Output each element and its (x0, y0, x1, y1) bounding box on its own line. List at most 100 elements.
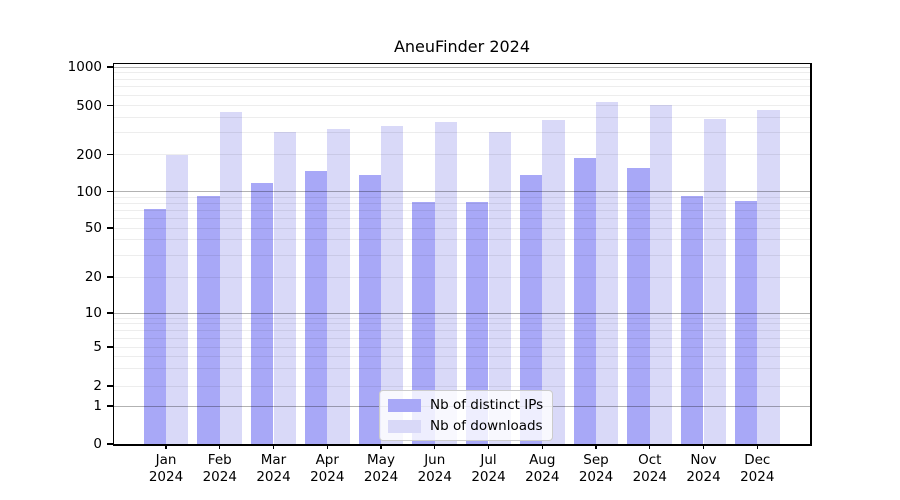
bar-downloads-nov (703, 118, 726, 444)
bar-distinct-ips-nov (681, 195, 704, 444)
minor-gridline (114, 78, 810, 80)
bar-distinct-ips-dec (734, 201, 758, 444)
x-tick-mark (702, 444, 705, 449)
x-tick-mark (595, 444, 597, 449)
bar-downloads-feb (219, 111, 243, 444)
x-tick-label: Nov 2024 (686, 452, 721, 485)
y-tick-label: 20 (84, 269, 102, 285)
x-tick-label: Feb 2024 (202, 452, 237, 485)
plot-spine-left (112, 62, 114, 446)
legend-swatch-downloads (388, 419, 421, 433)
y-tick-mark (106, 276, 113, 278)
x-tick-mark (326, 444, 328, 449)
bar-distinct-ips-jun (412, 201, 435, 444)
x-tick-mark (434, 444, 436, 449)
minor-gridline (114, 337, 810, 339)
x-tick-mark (541, 444, 543, 449)
bar-downloads-aug (542, 120, 565, 444)
x-tick-label: Apr 2024 (310, 452, 345, 485)
bar-distinct-ips-mar (251, 183, 274, 444)
minor-gridline (114, 94, 810, 96)
y-tick-mark (106, 443, 113, 445)
legend-item-downloads: Nb of downloads (388, 418, 543, 434)
minor-gridline (114, 105, 810, 106)
minor-gridline (114, 132, 810, 134)
y-tick-mark (106, 104, 113, 107)
plot-spine-right (810, 62, 812, 444)
x-tick-mark (649, 444, 651, 449)
legend-item-distinct-ips: Nb of distinct IPs (388, 397, 543, 413)
x-tick-label: Sep 2024 (578, 452, 614, 485)
x-tick-label: Jul 2024 (471, 452, 506, 485)
bar-distinct-ips-jan (143, 208, 166, 444)
bar-downloads-jul (488, 132, 511, 444)
bar-distinct-ips-may (358, 174, 381, 444)
plot-spine-top (114, 62, 810, 64)
y-tick-label: 500 (76, 97, 102, 114)
y-tick-label: 0 (93, 436, 102, 452)
chart-title: AneuFinder 2024 (393, 37, 531, 56)
major-gridline (114, 312, 810, 314)
y-tick-label: 10 (84, 305, 102, 321)
x-tick-mark (380, 444, 382, 449)
y-tick-mark (106, 405, 113, 407)
minor-gridline (114, 202, 810, 204)
legend: Nb of distinct IPs Nb of downloads (379, 390, 554, 441)
minor-gridline (114, 346, 810, 348)
minor-gridline (114, 254, 810, 256)
bar-distinct-ips-apr (304, 170, 328, 444)
bar-downloads-oct (649, 104, 673, 444)
bar-distinct-ips-oct (627, 167, 650, 444)
minor-gridline (114, 323, 810, 325)
y-tick-label: 1000 (67, 59, 102, 75)
y-tick-mark (106, 153, 113, 156)
x-tick-mark (165, 444, 167, 449)
y-tick-mark (106, 385, 113, 387)
y-tick-label: 100 (76, 183, 102, 200)
minor-gridline (114, 116, 810, 118)
minor-gridline (114, 217, 810, 219)
bar-downloads-mar (273, 131, 296, 444)
bar-distinct-ips-sep (573, 157, 596, 444)
x-tick-label: Dec 2024 (740, 452, 775, 485)
bar-distinct-ips-jul (466, 201, 489, 444)
x-tick-mark (487, 444, 490, 449)
x-tick-label: Jun 2024 (417, 452, 452, 485)
minor-gridline (114, 368, 810, 370)
x-tick-label: Mar 2024 (256, 452, 291, 485)
minor-gridline (114, 86, 810, 88)
minor-gridline (114, 239, 810, 241)
x-tick-label: Oct 2024 (632, 452, 667, 485)
legend-label-downloads: Nb of downloads (430, 418, 543, 434)
x-tick-label: Aug 2024 (525, 452, 560, 485)
minor-gridline (114, 209, 810, 211)
y-tick-mark (106, 190, 113, 193)
minor-gridline (114, 227, 810, 229)
y-tick-mark (106, 66, 113, 68)
minor-gridline (114, 276, 810, 278)
bar-downloads-dec (757, 110, 780, 444)
y-tick-label: 1 (93, 398, 102, 414)
x-tick-mark (272, 444, 275, 449)
minor-gridline (114, 329, 810, 331)
y-tick-label: 50 (84, 220, 102, 236)
major-gridline (114, 66, 810, 68)
bar-downloads-jan (166, 154, 189, 444)
x-tick-label: May 2024 (363, 452, 399, 485)
x-tick-mark (219, 444, 221, 449)
minor-gridline (114, 72, 810, 74)
legend-swatch-distinct-ips (388, 398, 421, 412)
x-tick-mark (756, 444, 758, 449)
bar-downloads-sep (596, 102, 619, 444)
bar-distinct-ips-feb (197, 196, 220, 444)
y-tick-label: 5 (93, 339, 102, 355)
y-tick-label: 200 (76, 146, 102, 163)
minor-gridline (114, 385, 810, 387)
bar-downloads-apr (327, 129, 350, 444)
minor-gridline (114, 154, 810, 155)
y-tick-mark (106, 312, 113, 314)
legend-label-distinct-ips: Nb of distinct IPs (430, 397, 544, 413)
y-tick-label: 2 (93, 378, 102, 394)
y-tick-mark (106, 227, 113, 229)
